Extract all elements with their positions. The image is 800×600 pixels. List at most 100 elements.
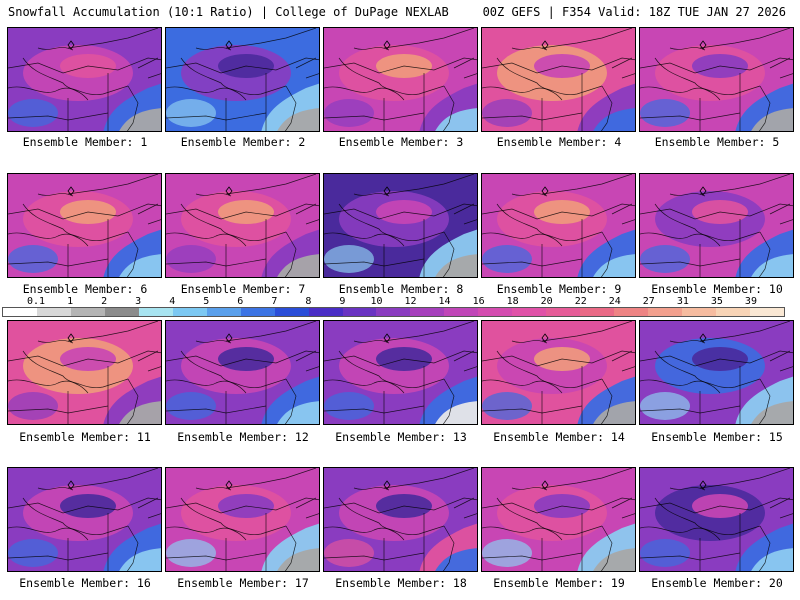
colorbar-swatch [240, 308, 275, 316]
member-map-panel [481, 467, 636, 572]
member-map-panel [323, 320, 478, 425]
member-map-panel [481, 173, 636, 278]
colorbar-swatch [546, 308, 581, 316]
colorbar-tick-label: 16 [472, 296, 485, 307]
member-label: Ensemble Member: 15 [651, 430, 783, 444]
snowfall-map [640, 321, 793, 424]
member-label: Ensemble Member: 14 [493, 430, 625, 444]
colorbar-tick-label: 9 [339, 296, 346, 307]
member-map-panel [481, 27, 636, 132]
colorbar-tick-label: 0.1 [27, 296, 46, 307]
colorbar-tick-label: 10 [370, 296, 383, 307]
member-map-panel [323, 27, 478, 132]
colorbar-tick-label: 7 [271, 296, 278, 307]
snowfall-map [166, 174, 319, 277]
member-map-panel [639, 320, 794, 425]
colorbar-swatch [206, 308, 241, 316]
member-map-panel [323, 467, 478, 572]
snowfall-map [640, 28, 793, 131]
member-label: Ensemble Member: 3 [338, 135, 464, 149]
snowfall-map [8, 174, 161, 277]
colorbar-swatch [376, 308, 411, 316]
member-label: Ensemble Member: 12 [177, 430, 309, 444]
snowfall-map [8, 28, 161, 131]
member-label: Ensemble Member: 20 [651, 576, 783, 590]
member-label: Ensemble Member: 19 [493, 576, 625, 590]
member-map-panel [7, 27, 162, 132]
colorbar-swatch [614, 308, 649, 316]
member-map-panel [7, 173, 162, 278]
snowfall-map [8, 321, 161, 424]
colorbar-tick-label: 12 [404, 296, 417, 307]
member-map-panel [7, 467, 162, 572]
member-map-panel [639, 467, 794, 572]
snowfall-map [324, 468, 477, 571]
member-label: Ensemble Member: 1 [22, 135, 148, 149]
member-map-panel [639, 27, 794, 132]
member-label: Ensemble Member: 2 [180, 135, 306, 149]
member-map-panel [639, 173, 794, 278]
member-map-panel [7, 320, 162, 425]
snowfall-map [8, 468, 161, 571]
colorbar-tick-label: 8 [305, 296, 312, 307]
snowfall-map [640, 468, 793, 571]
member-label: Ensemble Member: 11 [19, 430, 151, 444]
colorbar-swatch [648, 308, 683, 316]
colorbar-swatch [70, 308, 105, 316]
colorbar-swatch [478, 308, 513, 316]
snowfall-map [482, 321, 635, 424]
member-map-panel [323, 173, 478, 278]
member-map-panel [165, 467, 320, 572]
colorbar-swatch [716, 308, 750, 316]
snowfall-map [324, 174, 477, 277]
colorbar-swatch [682, 308, 717, 316]
snowfall-map [166, 28, 319, 131]
member-map-panel [165, 27, 320, 132]
colorbar-swatch [444, 308, 479, 316]
colorbar-tick-label: 4 [169, 296, 176, 307]
snowfall-map [166, 468, 319, 571]
colorbar-swatch [138, 308, 173, 316]
snowfall-map [482, 174, 635, 277]
colorbar-swatch [172, 308, 207, 316]
colorbar-tick-label: 18 [506, 296, 519, 307]
colorbar-tick-label: 6 [237, 296, 244, 307]
colorbar-tick-label: 2 [101, 296, 108, 307]
header-title: Snowfall Accumulation (10:1 Ratio) | Col… [8, 5, 449, 19]
snowfall-map [482, 468, 635, 571]
colorbar-tick-label: 39 [744, 296, 757, 307]
colorbar-tick-label: 27 [642, 296, 655, 307]
snowfall-map [324, 321, 477, 424]
colorbar-tick-label: 14 [438, 296, 451, 307]
colorbar-tick-label: 1 [67, 296, 74, 307]
member-map-panel [165, 173, 320, 278]
colorbar-swatch [749, 308, 784, 316]
member-map-panel [481, 320, 636, 425]
member-label: Ensemble Member: 5 [654, 135, 780, 149]
colorbar-swatch [512, 308, 547, 316]
colorbar-swatch [274, 308, 309, 316]
colorbar-tick-label: 20 [540, 296, 553, 307]
colorbar-tick-label: 31 [676, 296, 689, 307]
member-label: Ensemble Member: 7 [180, 282, 306, 296]
member-map-panel [165, 320, 320, 425]
header-run-info: 00Z GEFS | F354 Valid: 18Z TUE JAN 27 20… [482, 5, 786, 19]
member-label: Ensemble Member: 18 [335, 576, 467, 590]
member-label: Ensemble Member: 16 [19, 576, 151, 590]
snowfall-map [640, 174, 793, 277]
colorbar-tick-label: 24 [608, 296, 621, 307]
colorbar-swatch [410, 308, 445, 316]
colorbar-swatch [104, 308, 139, 316]
member-label: Ensemble Member: 4 [496, 135, 622, 149]
colorbar-tick-label: 3 [135, 296, 142, 307]
member-label: Ensemble Member: 17 [177, 576, 309, 590]
colorbar-swatch [36, 308, 71, 316]
member-label: Ensemble Member: 8 [338, 282, 464, 296]
colorbar-tick-label: 35 [710, 296, 723, 307]
snowfall-map [324, 28, 477, 131]
member-label: Ensemble Member: 10 [651, 282, 783, 296]
member-label: Ensemble Member: 9 [496, 282, 622, 296]
colorbar-swatch [580, 308, 615, 316]
snowfall-colorbar [2, 307, 785, 317]
colorbar-swatch [308, 308, 343, 316]
